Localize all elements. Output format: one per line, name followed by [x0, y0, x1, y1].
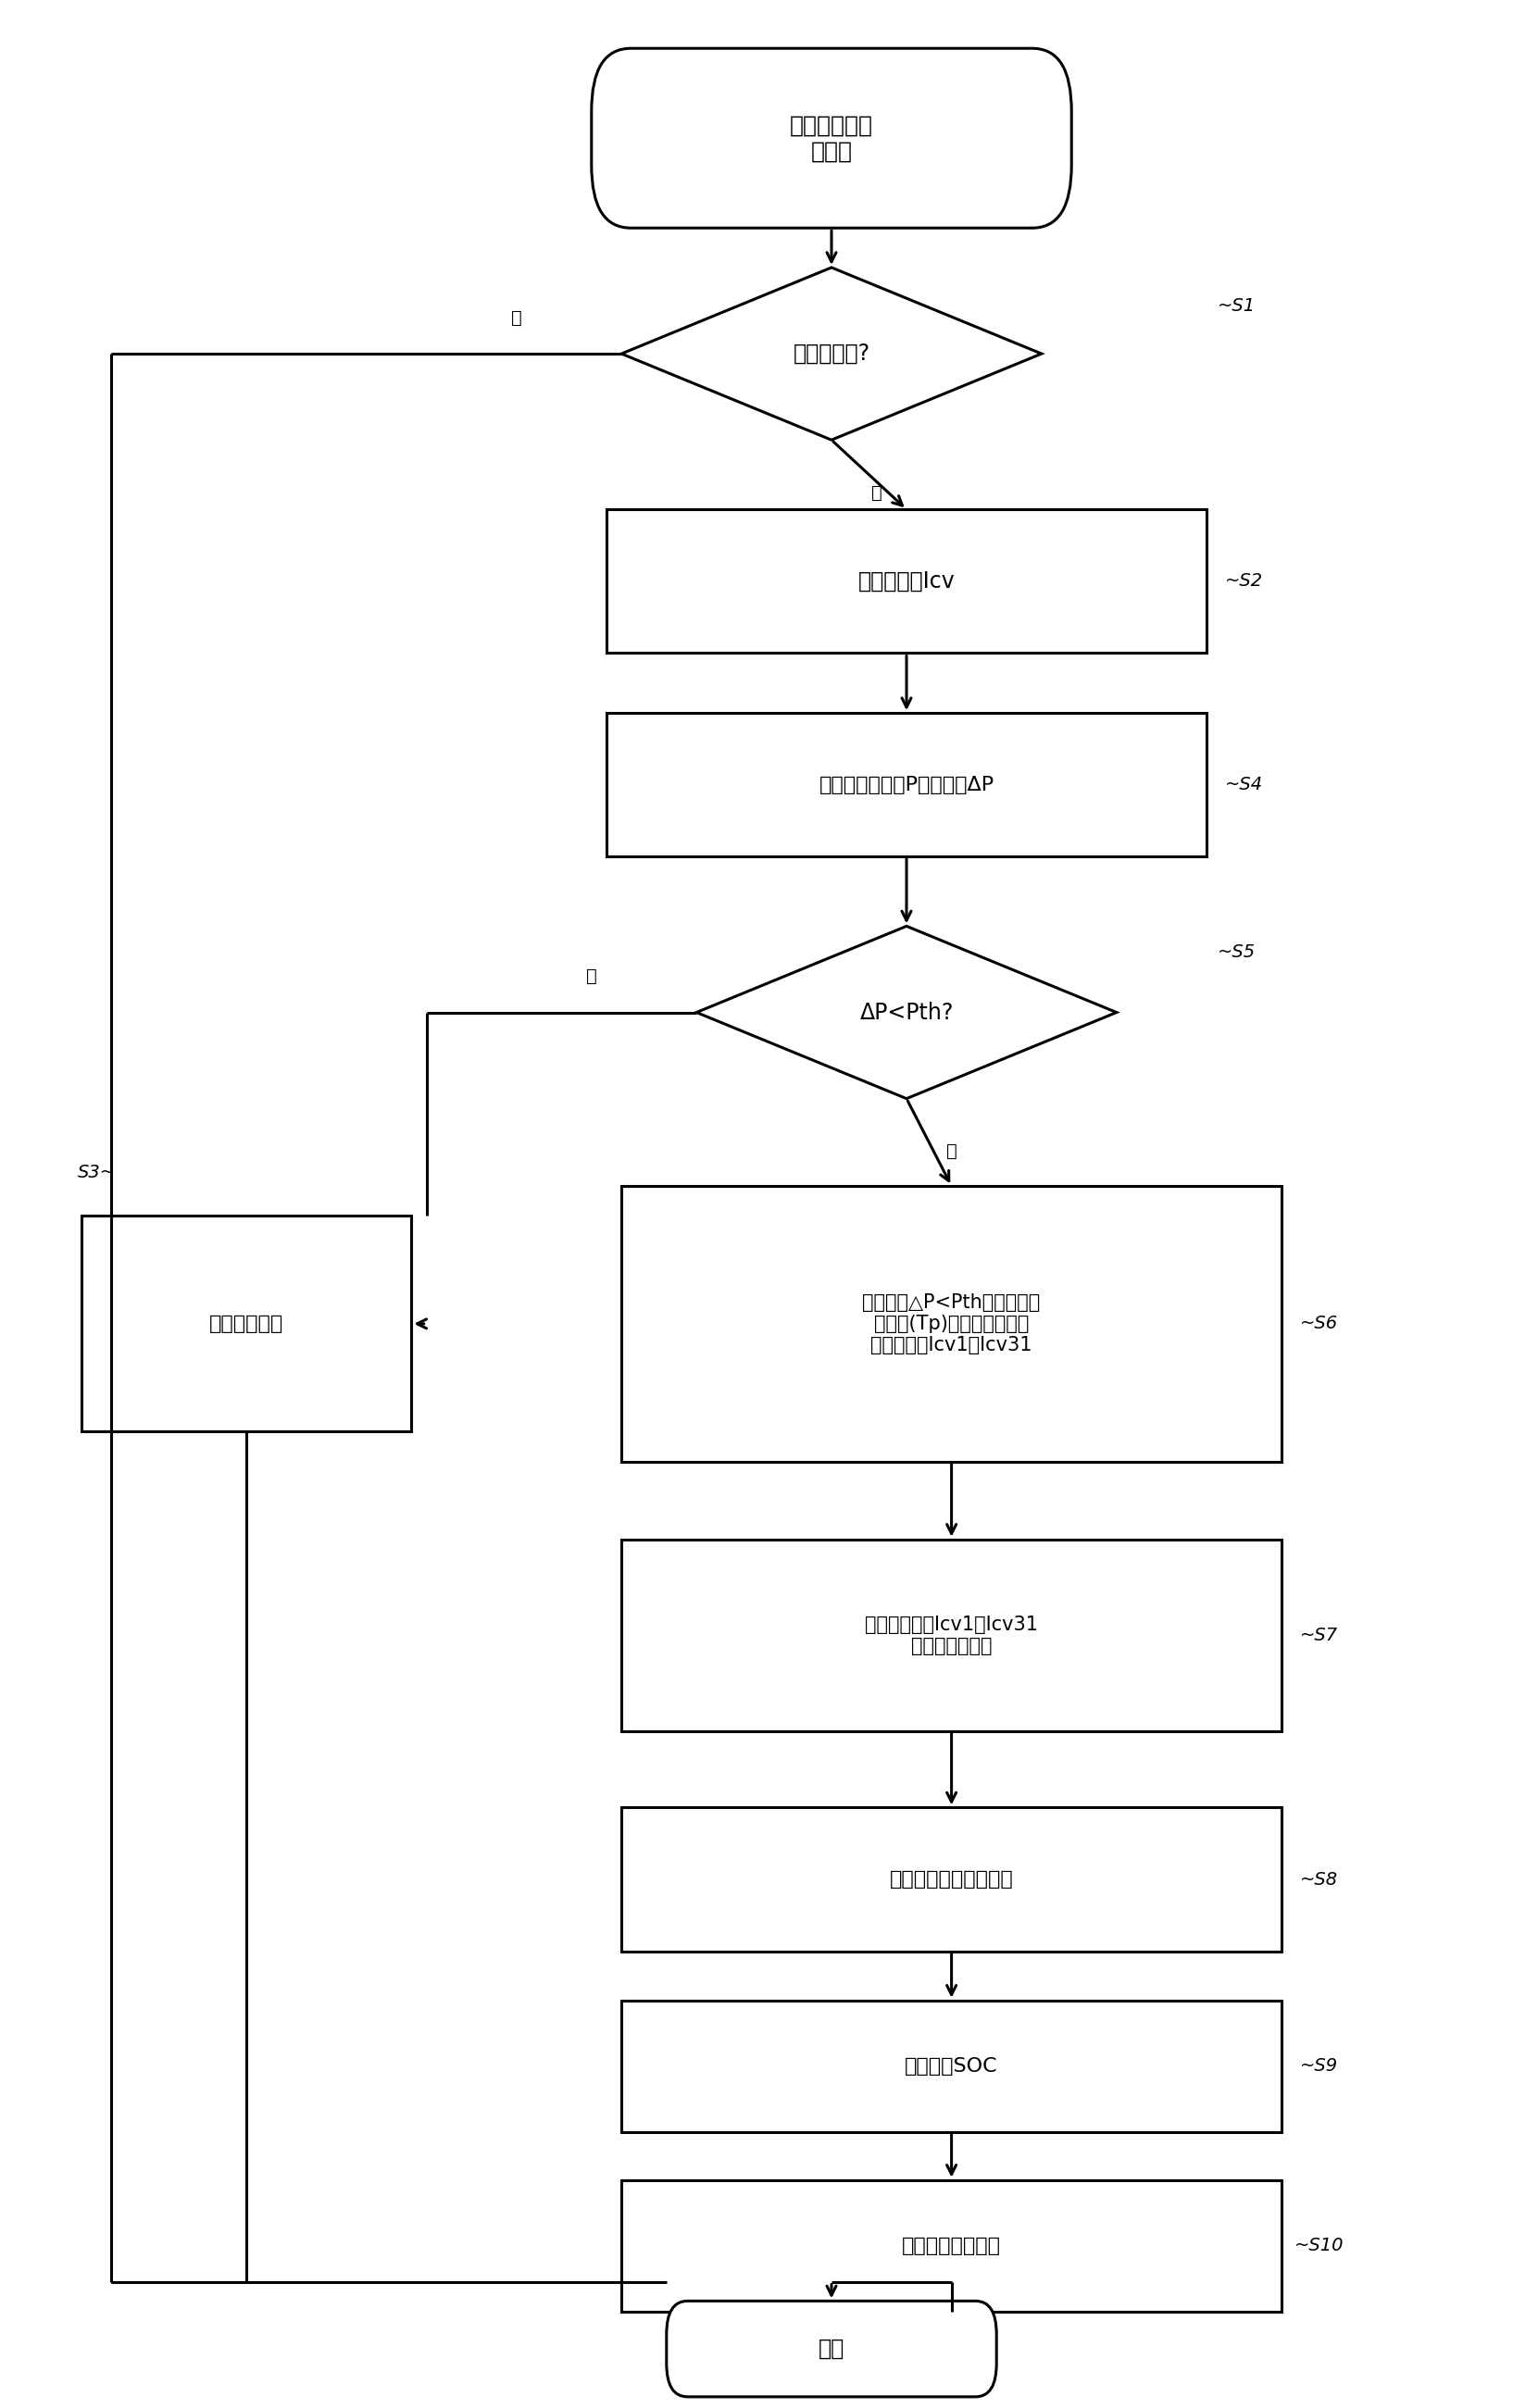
Text: ΔP<Pth?: ΔP<Pth?: [859, 1002, 953, 1023]
Text: 是: 是: [946, 1141, 956, 1161]
Text: 起动恒压充电: 起动恒压充电: [209, 1315, 283, 1334]
Text: 否: 否: [586, 968, 598, 985]
Text: 在恒压充电?: 在恒压充电?: [793, 342, 870, 366]
Text: 是: 是: [871, 484, 882, 501]
Bar: [622, 1187, 1282, 1462]
Text: 返回: 返回: [819, 2338, 844, 2360]
Text: ~S1: ~S1: [1218, 296, 1256, 315]
Bar: [622, 1539, 1282, 1731]
Text: ~S2: ~S2: [1226, 573, 1263, 590]
FancyBboxPatch shape: [592, 48, 1071, 229]
FancyBboxPatch shape: [667, 2302, 997, 2396]
Bar: [607, 713, 1206, 857]
Text: 计算极化相关量P及其差值ΔP: 计算极化相关量P及其差值ΔP: [819, 775, 994, 795]
Text: 终止恒压充电控制: 终止恒压充电控制: [902, 2237, 1002, 2256]
Text: ~S4: ~S4: [1226, 775, 1263, 795]
Text: ~S5: ~S5: [1218, 944, 1256, 961]
Polygon shape: [696, 927, 1117, 1098]
Text: ~S8: ~S8: [1300, 1871, 1337, 1888]
Text: ~S7: ~S7: [1300, 1625, 1337, 1645]
Text: S3~: S3~: [77, 1163, 115, 1182]
Text: ~S10: ~S10: [1294, 2237, 1344, 2254]
Text: ~S9: ~S9: [1300, 2056, 1337, 2076]
Text: 由充电电流值Icv1－Icv31
计算近似值公式: 由充电电流值Icv1－Icv31 计算近似值公式: [865, 1616, 1038, 1654]
Bar: [622, 2001, 1282, 2131]
Bar: [607, 510, 1206, 653]
Text: 读取确定△P<Pth之后的给定
时间段(Tp)期间检测的多个
充电电流值Icv1－Icv31: 读取确定△P<Pth之后的给定 时间段(Tp)期间检测的多个 充电电流值Icv1…: [862, 1293, 1041, 1353]
Bar: [82, 1216, 412, 1430]
Text: 计算充电电流的累积值: 计算充电电流的累积值: [890, 1871, 1014, 1888]
Bar: [622, 1808, 1282, 1950]
Text: 恒压充电控制
的起动: 恒压充电控制 的起动: [790, 113, 873, 161]
Text: 读取电流值Icv: 读取电流值Icv: [858, 571, 955, 592]
Bar: [622, 2179, 1282, 2312]
Text: 否: 否: [511, 308, 522, 327]
Text: 计算当前SOC: 计算当前SOC: [905, 2056, 999, 2076]
Text: ~S6: ~S6: [1300, 1315, 1337, 1332]
Polygon shape: [622, 267, 1041, 441]
